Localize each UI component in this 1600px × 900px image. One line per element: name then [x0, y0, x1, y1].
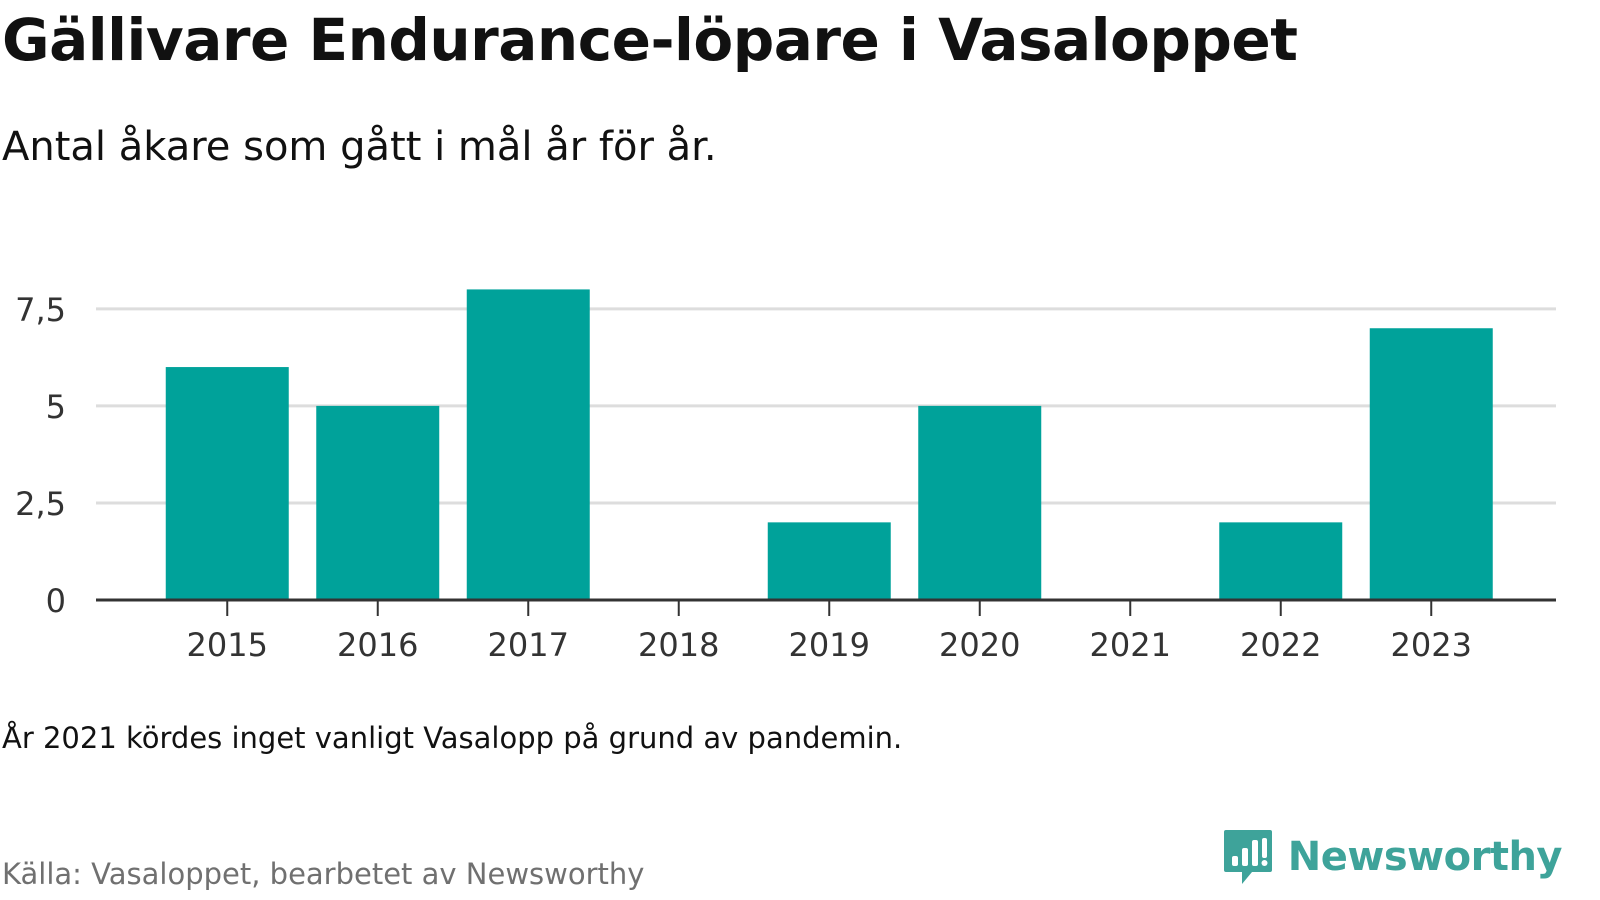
x-tick-label: 2020 — [939, 626, 1020, 664]
bar-2019 — [767, 522, 891, 600]
y-tick-label: 5 — [46, 388, 66, 426]
brand-name: Newsworthy — [1287, 834, 1563, 880]
x-tick-label: 2022 — [1240, 626, 1321, 664]
x-tick-label: 2015 — [187, 626, 268, 664]
chart-title: Gällivare Endurance-löpare i Vasaloppet — [2, 6, 1298, 74]
y-tick-label: 7,5 — [15, 291, 66, 329]
newsworthy-logo: Newsworthy — [1222, 828, 1563, 886]
bar-2020 — [918, 405, 1042, 600]
source-credit: Källa: Vasaloppet, bearbetet av Newswort… — [2, 857, 645, 891]
x-tick-label: 2019 — [789, 626, 870, 664]
bar-chart: 0 2,5 5 7,5 2015 2016 2017 2018 2019 2020 2021 2022… — [15, 289, 1556, 664]
bar-2015 — [165, 367, 289, 600]
x-tick-label: 2018 — [638, 626, 719, 664]
x-tick-label: 2017 — [488, 626, 569, 664]
y-tick-label: 2,5 — [15, 485, 66, 523]
x-tick-label: 2023 — [1391, 626, 1472, 664]
y-tick-label: 0 — [46, 582, 66, 620]
footnote: År 2021 kördes inget vanligt Vasalopp på… — [2, 721, 903, 755]
bar-2017 — [466, 289, 590, 600]
chart-subtitle: Antal åkare som gått i mål år för år. — [2, 124, 717, 170]
bar-2023 — [1369, 328, 1493, 600]
bar-2022 — [1219, 522, 1343, 600]
bar-2016 — [316, 405, 440, 600]
x-tick-label: 2016 — [337, 626, 418, 664]
x-tick-label: 2021 — [1090, 626, 1171, 664]
newsworthy-chart-bubble-icon — [1223, 830, 1272, 884]
